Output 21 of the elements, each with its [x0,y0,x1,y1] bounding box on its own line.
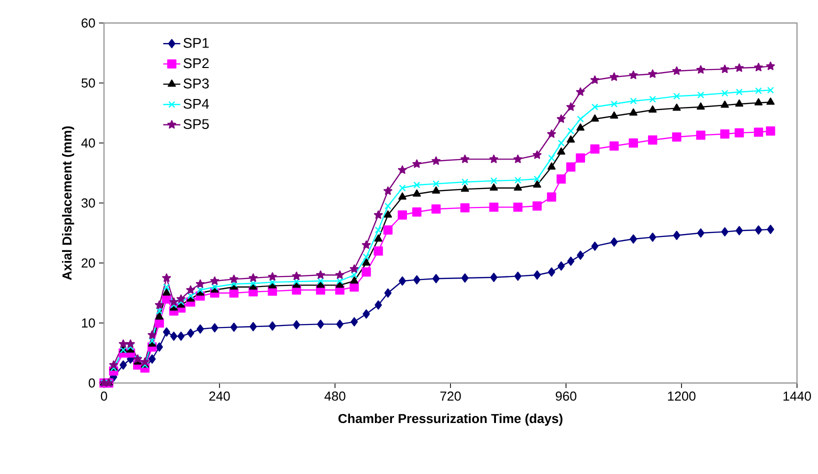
y-tick-label: 60 [82,18,95,28]
x-tick-label: 240 [209,392,230,401]
x-tick-label: 960 [556,392,576,401]
legend-label: SP3 [184,78,209,88]
legend-label: SP2 [184,58,209,68]
legend-label: SP4 [184,98,209,109]
y-tick-label: 50 [82,78,95,88]
x-tick-label: 480 [324,392,346,401]
y-tick-label: 10 [82,318,95,328]
y-tick-label: 40 [81,138,95,148]
y-tick-label: 20 [82,258,95,268]
x-tick-label: 1440 [784,392,811,401]
legend-label: SP1 [184,38,209,48]
y-tick-label: 0 [88,378,95,388]
y-tick-label: 30 [82,198,95,208]
x-tick-label: 720 [440,392,461,401]
legend-label: SP5 [184,119,209,130]
x-tick-label: 0 [100,392,108,401]
x-tick-label: 1200 [668,392,696,401]
x-axis-title: Chamber Pressurization Time (days) [338,414,562,426]
y-axis-title: Axial Displacement (mm) [62,126,74,280]
